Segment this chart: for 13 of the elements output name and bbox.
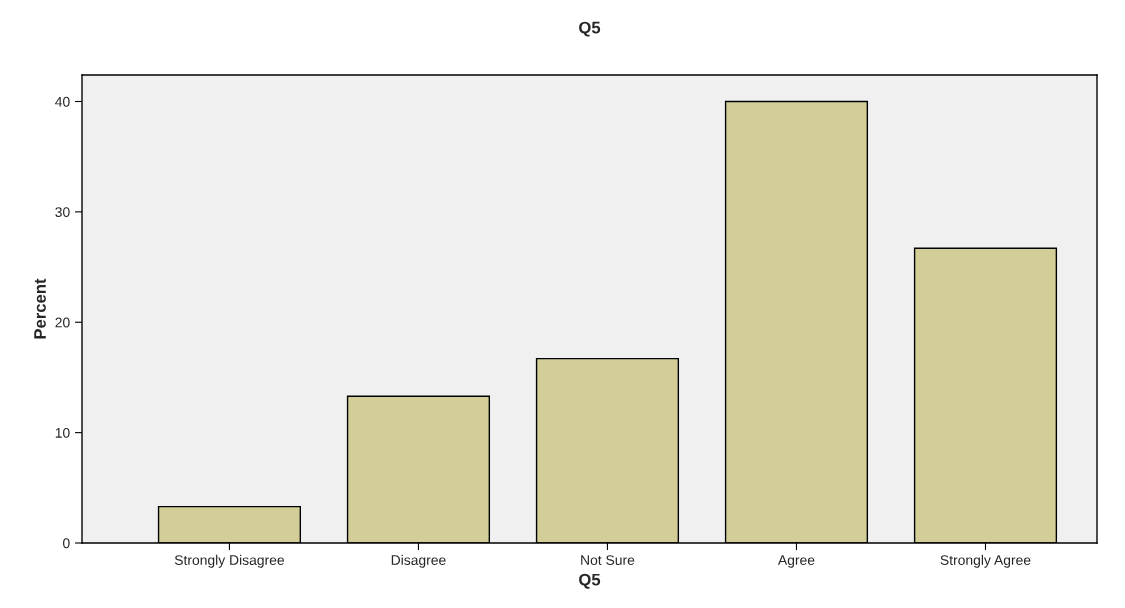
x-tick-label: Strongly Agree [940, 554, 1031, 568]
x-tick-label: Agree [777, 555, 815, 568]
y-tick-label: 30 [55, 207, 70, 218]
y-tick-label: 20 [55, 317, 70, 328]
x-tick-label: Not Sure [581, 555, 635, 566]
y-axis-title: Percent [34, 278, 46, 339]
y-tick-label: 10 [55, 427, 70, 438]
x-tick-label: Disagree [391, 554, 446, 568]
chart-title: Q5 [579, 21, 601, 37]
y-tick-label: 40 [55, 96, 70, 107]
x-axis-title: Q5 [579, 573, 601, 589]
y-tick-label: 0 [63, 538, 70, 549]
x-tick-label: Strongly Disagree [174, 554, 285, 568]
